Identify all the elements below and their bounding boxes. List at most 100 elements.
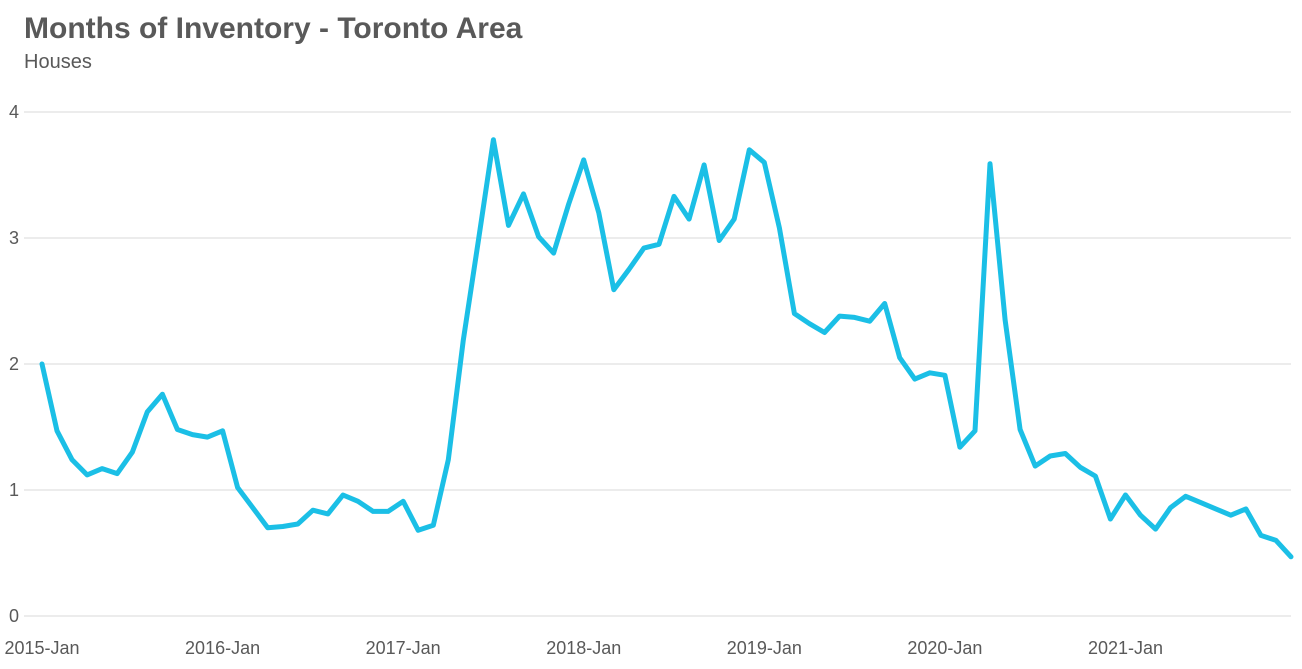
data-point xyxy=(310,508,315,513)
data-point xyxy=(491,137,496,142)
data-point xyxy=(40,362,45,367)
series-layer xyxy=(39,137,1294,560)
data-point xyxy=(461,338,466,343)
series-line xyxy=(39,137,1294,560)
data-point xyxy=(416,528,421,533)
data-point xyxy=(536,234,541,239)
data-point xyxy=(581,157,586,162)
data-point xyxy=(1078,465,1083,470)
data-point xyxy=(250,505,255,510)
data-point xyxy=(446,457,451,462)
data-point xyxy=(1258,533,1263,538)
data-point xyxy=(205,435,210,440)
data-point xyxy=(942,373,947,378)
data-point xyxy=(175,427,180,432)
x-axis-tick-labels: 2015-Jan 2016-Jan 2017-Jan 2018-Jan 2019-Jan… xyxy=(4,638,1163,658)
data-point xyxy=(145,409,150,414)
data-point xyxy=(1093,474,1098,479)
data-point xyxy=(265,525,270,530)
data-point xyxy=(551,251,556,256)
data-point xyxy=(867,319,872,324)
data-point xyxy=(115,471,120,476)
data-point xyxy=(912,377,917,382)
data-point xyxy=(837,314,842,319)
data-point xyxy=(100,466,105,471)
data-point xyxy=(762,160,767,165)
x-tick-label: 2020-Jan xyxy=(907,638,982,658)
data-point xyxy=(356,499,361,504)
data-point xyxy=(1048,454,1053,459)
chart-title: Months of Inventory - Toronto Area xyxy=(24,12,523,45)
data-point xyxy=(596,210,601,215)
data-point xyxy=(70,457,75,462)
y-axis-tick-labels: 0 1 2 3 4 xyxy=(9,102,19,626)
data-point xyxy=(973,428,978,433)
data-point xyxy=(1123,493,1128,498)
data-point xyxy=(190,432,195,437)
data-point xyxy=(702,162,707,167)
data-point xyxy=(1289,554,1294,559)
y-tick-label: 1 xyxy=(9,480,19,500)
data-point xyxy=(1108,517,1113,522)
data-point xyxy=(401,499,406,504)
data-point xyxy=(687,217,692,222)
data-point xyxy=(431,523,436,528)
data-point xyxy=(506,223,511,228)
data-point xyxy=(325,511,330,516)
data-point xyxy=(371,509,376,514)
data-point xyxy=(1274,538,1279,543)
data-point xyxy=(55,428,60,433)
data-point xyxy=(897,355,902,360)
x-tick-label: 2019-Jan xyxy=(727,638,802,658)
data-point xyxy=(130,450,135,455)
gridlines xyxy=(24,111,1291,617)
data-point xyxy=(235,485,240,490)
data-point xyxy=(1003,317,1008,322)
data-point xyxy=(611,287,616,292)
data-point xyxy=(1138,513,1143,518)
data-point xyxy=(521,191,526,196)
data-point xyxy=(1183,494,1188,499)
data-point xyxy=(85,472,90,477)
y-tick-label: 2 xyxy=(9,354,19,374)
data-point xyxy=(1168,505,1173,510)
y-tick-label: 4 xyxy=(9,102,19,122)
data-point xyxy=(1153,527,1158,532)
data-point xyxy=(341,493,346,498)
data-point xyxy=(566,202,571,207)
data-point xyxy=(777,225,782,230)
data-point xyxy=(626,267,631,272)
y-tick-label: 0 xyxy=(9,606,19,626)
x-tick-label: 2016-Jan xyxy=(185,638,260,658)
data-point xyxy=(988,161,993,166)
data-point xyxy=(822,330,827,335)
data-point xyxy=(807,321,812,326)
x-tick-label: 2021-Jan xyxy=(1088,638,1163,658)
data-point xyxy=(1228,513,1233,518)
chart-subtitle: Houses xyxy=(24,51,92,73)
x-tick-label: 2015-Jan xyxy=(4,638,79,658)
data-point xyxy=(295,522,300,527)
data-point xyxy=(160,392,165,397)
data-point xyxy=(1033,464,1038,469)
data-point xyxy=(386,509,391,514)
data-point xyxy=(1213,506,1218,511)
data-point xyxy=(1243,506,1248,511)
x-tick-label: 2018-Jan xyxy=(546,638,621,658)
data-point xyxy=(280,524,285,529)
data-point xyxy=(957,445,962,450)
data-point xyxy=(476,238,481,243)
data-point xyxy=(641,246,646,251)
data-point xyxy=(717,238,722,243)
x-tick-label: 2017-Jan xyxy=(366,638,441,658)
data-point xyxy=(657,242,662,247)
data-point xyxy=(852,315,857,320)
data-point xyxy=(1018,427,1023,432)
data-point xyxy=(792,311,797,316)
data-point xyxy=(672,194,677,199)
data-point xyxy=(1198,500,1203,505)
y-tick-label: 3 xyxy=(9,228,19,248)
data-point xyxy=(882,301,887,306)
data-point xyxy=(220,428,225,433)
